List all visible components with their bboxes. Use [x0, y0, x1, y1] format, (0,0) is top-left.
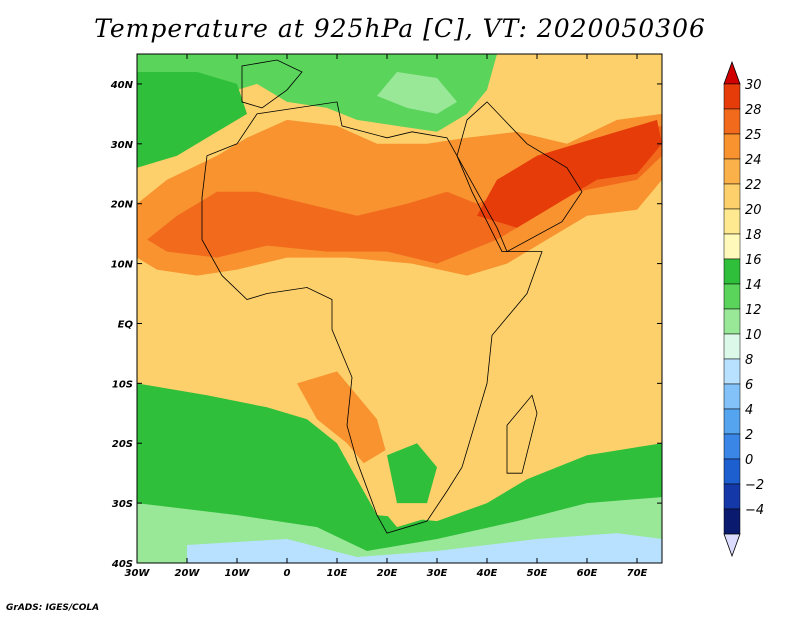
lat-tick-label: 40N [110, 80, 134, 91]
region-aegean-cool [377, 72, 457, 114]
region-angola-hot [297, 371, 387, 468]
continent-outlines [201, 59, 583, 534]
colorbar-label: 8 [745, 353, 753, 368]
colorbar-label: 20 [745, 203, 762, 218]
colorbar-segment [723, 258, 741, 285]
colorbar-label: 12 [745, 303, 762, 318]
colorbar-segment [723, 183, 741, 210]
colorbar-segment [723, 308, 741, 335]
iberia-outline [241, 59, 303, 109]
colorbar-label: 14 [745, 278, 762, 293]
lon-tick-label: 20E [377, 568, 398, 579]
lat-tick-label: 10S [112, 379, 133, 390]
colorbar-segment [723, 408, 741, 435]
colorbar-segment [723, 208, 741, 235]
colorbar-label: 10 [745, 328, 762, 343]
colorbar-segment [723, 458, 741, 485]
colorbar-label: 28 [745, 103, 762, 118]
colorbar-label: 18 [745, 228, 762, 243]
africa-outline [201, 101, 543, 534]
colorbar-segment [723, 483, 741, 510]
colorbar-label: 22 [745, 178, 762, 193]
colorbar-segment [723, 383, 741, 410]
lon-tick-label: 70E [627, 568, 648, 579]
region-sahel-core [147, 125, 662, 264]
colorbar-segment [723, 283, 741, 310]
lat-tick-label: 10N [111, 260, 134, 271]
lat-tick-label: 20N [111, 200, 134, 211]
lon-tick-label: 20W [175, 568, 201, 579]
lat-tick-label: 20S [112, 439, 133, 450]
colorbar-label: −4 [745, 503, 764, 518]
lon-tick-label: 50E [527, 568, 548, 579]
colorbar-label: 24 [745, 153, 762, 168]
map-frame [136, 53, 663, 564]
region-arabian-core [477, 119, 662, 228]
lon-tick-label: 10W [225, 568, 251, 579]
region-east-atlantic-cool [137, 72, 247, 168]
colorbar-label: −2 [745, 478, 764, 493]
lon-tick-label: 10E [327, 568, 348, 579]
colorbar-min-triangle [723, 533, 741, 558]
region-kalahari-green [387, 443, 437, 504]
arabia-outline [456, 101, 583, 253]
longitude-axis: 30W 20W 10W 0 10E 20E 30E 40E 50E 60E 70E [125, 54, 648, 579]
colorbar-max-triangle [723, 60, 741, 85]
colorbar-label: 2 [745, 428, 753, 443]
chart-title: Temperature at 925hPa [C], VT: 202005030… [94, 14, 706, 43]
region-southern-ocean-cold [187, 533, 662, 563]
lon-tick-label: 60E [577, 568, 598, 579]
colorbar-label: 16 [745, 253, 762, 268]
colorbar-segment [723, 83, 741, 110]
madagascar-outline [506, 394, 538, 474]
colorbar-segment [723, 233, 741, 260]
lon-tick-label: 30W [125, 568, 151, 579]
map-plot-area [137, 54, 662, 563]
latitude-axis: 40N 30N 20N 10N EQ 10S 20S 30S 40S [110, 80, 662, 570]
colorbar-segment [723, 508, 741, 535]
colorbar-segment [723, 433, 741, 460]
colorbar-label: 25 [745, 128, 762, 143]
colorbar-label: 30 [745, 78, 762, 93]
colorbar-segment [723, 358, 741, 385]
colorbar-segment [723, 333, 741, 360]
colorbar-segment [723, 133, 741, 160]
colorbar-segment [723, 108, 741, 135]
colorbar-label: 0 [745, 453, 753, 468]
lat-tick-label: 30S [112, 499, 133, 510]
lon-tick-label: 30E [427, 568, 448, 579]
temperature-field [137, 54, 662, 563]
lon-tick-label: 0 [284, 568, 291, 579]
colorbar-label: 4 [745, 403, 753, 418]
grads-credit: GrADS: IGES/COLA [6, 603, 100, 613]
lat-tick-label: 30N [111, 140, 134, 151]
lat-tick-label: EQ [118, 319, 134, 330]
lon-tick-label: 40E [476, 568, 498, 579]
lat-tick-label: 40S [111, 559, 133, 570]
colorbar-label: 6 [745, 378, 753, 393]
colorbar-segment [723, 158, 741, 185]
region-mediterranean [137, 54, 497, 132]
